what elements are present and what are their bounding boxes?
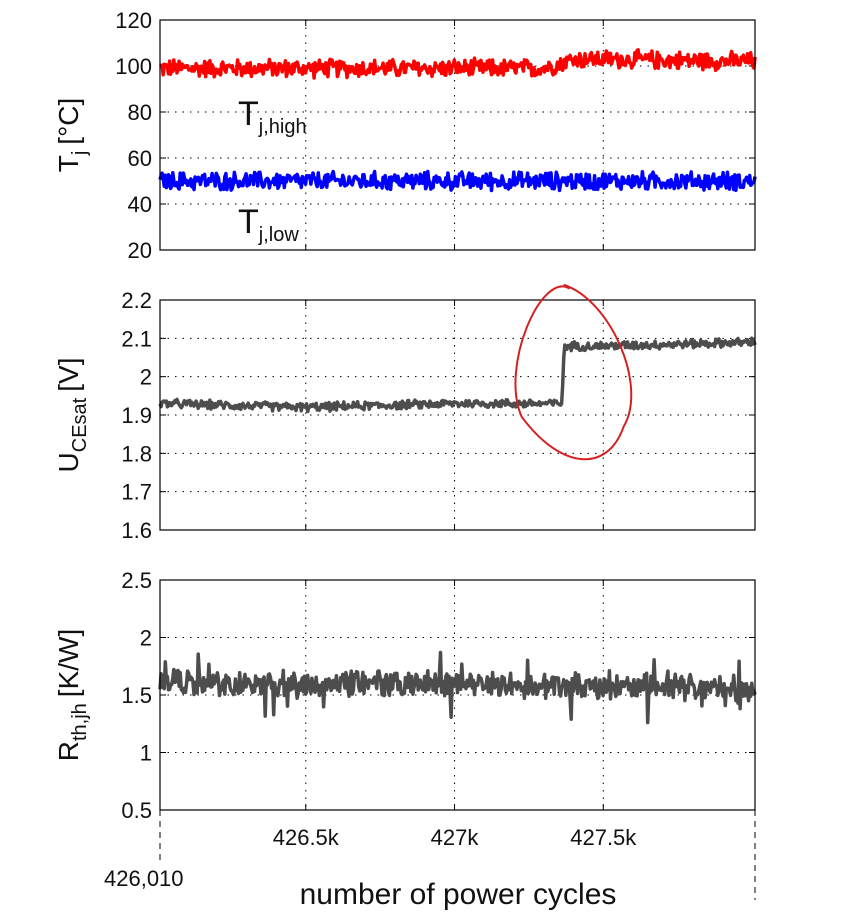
series-group (158, 48, 757, 193)
y-tick-labels: 0.5 1 1.5 2 2.5 (121, 568, 152, 823)
y-tick-label: 0.5 (121, 798, 152, 823)
y-tick-label: 1.5 (121, 683, 152, 708)
collector-emitter-voltage-panel: 1.6 1.7 1.8 1.9 2 2.1 2.2 UCEsat[V] (53, 283, 757, 543)
y-axis-label: Rth,jh[K/W] (53, 629, 91, 762)
y-tick-label: 80 (128, 100, 152, 125)
y-tick-label: 120 (115, 8, 152, 33)
series-line (158, 650, 757, 725)
series-group (158, 650, 757, 725)
x-axis: 426.5k 427k 427.5k 426,010 number of power… (104, 810, 756, 911)
y-tick-label: 1.8 (121, 441, 152, 466)
series-line (158, 169, 757, 193)
y-tick-label: 2.5 (121, 568, 152, 593)
series-label: Tj,low (238, 203, 299, 246)
y-tick-label: 2 (140, 626, 152, 651)
x-axis-label: number of power cycles (300, 878, 617, 911)
y-tick-label: 1.9 (121, 403, 152, 428)
y-tick-labels: 20 40 60 80 100 120 (115, 8, 152, 263)
y-tick-label: 2.1 (121, 326, 152, 351)
y-tick-label: 60 (128, 146, 152, 171)
thermal-resistance-panel: 0.5 1 1.5 2 2.5 Rth,jh[K/W] (53, 568, 757, 823)
junction-temperature-panel: 20 40 60 80 100 120 Tj,high Tj,low Tj[°C] (53, 8, 757, 263)
y-tick-label: 1.7 (121, 480, 152, 505)
x-tick-label: 427k (431, 825, 480, 850)
y-tick-label: 1.6 (121, 518, 152, 543)
y-tick-label: 1 (140, 741, 152, 766)
series-labels: Tj,high Tj,low (238, 95, 307, 246)
series-line (158, 48, 757, 80)
y-tick-label: 2.2 (121, 288, 152, 313)
y-axis-label: Tj[°C] (53, 98, 91, 173)
y-tick-labels: 1.6 1.7 1.8 1.9 2 2.1 2.2 (121, 288, 152, 543)
y-tick-label: 100 (115, 54, 152, 79)
series-group (158, 336, 757, 414)
x-tick-label: 426.5k (273, 825, 340, 850)
plot-frame (159, 19, 756, 251)
series-line (158, 336, 757, 414)
plot-frame (159, 579, 756, 811)
x-start-label: 426,010 (104, 866, 184, 891)
y-axis-label: UCEsat[V] (53, 358, 91, 473)
y-tick-label: 2 (140, 365, 152, 390)
x-tick-labels: 426.5k 427k 427.5k (273, 825, 638, 850)
grid (160, 299, 755, 531)
x-tick-label: 427.5k (570, 825, 637, 850)
y-tick-label: 40 (128, 192, 152, 217)
plot-frame (159, 299, 756, 531)
series-label: Tj,high (238, 95, 307, 138)
y-tick-label: 20 (128, 238, 152, 263)
highlight-ellipse (514, 283, 633, 461)
